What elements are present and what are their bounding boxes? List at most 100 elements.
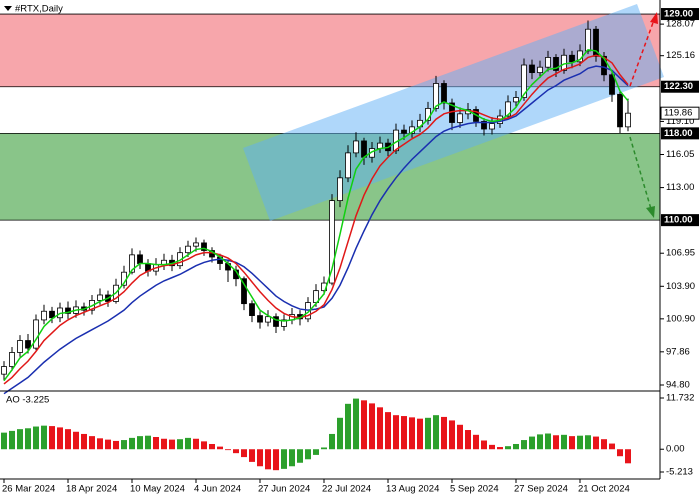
candle-body	[41, 310, 47, 321]
ao-bar	[145, 435, 151, 450]
ao-bar	[393, 415, 399, 450]
moving-average	[3, 49, 629, 382]
ao-bar	[201, 441, 207, 450]
ao-bar	[553, 435, 559, 450]
ao-bar	[105, 439, 111, 450]
candle-body	[97, 294, 103, 301]
ao-bar	[49, 426, 55, 450]
ao-bar	[481, 440, 487, 450]
candle-body	[457, 113, 463, 123]
ao-bar	[33, 426, 39, 450]
ao-bar	[457, 424, 463, 450]
ao-bar	[433, 415, 439, 450]
y-tick-label: 0.00	[666, 444, 685, 455]
y-tick-label: 11.732	[666, 393, 694, 404]
ao-bar	[617, 449, 623, 457]
ao-bar	[497, 447, 503, 450]
ao-bar	[209, 443, 215, 450]
candle-body	[337, 177, 343, 202]
candle-body	[513, 97, 519, 103]
candle-body	[553, 57, 559, 71]
y-tick-label: 106.95	[666, 248, 695, 259]
ao-bar	[9, 430, 15, 450]
ao-bar	[177, 439, 183, 450]
candle-body	[545, 57, 551, 68]
marks	[1, 20, 631, 471]
moving-average	[3, 54, 629, 385]
candle-body	[617, 93, 623, 128]
candle-body	[625, 112, 631, 128]
ao-bar	[537, 434, 543, 450]
x-tick-label: 4 Jun 2024	[194, 484, 241, 495]
y-tick-label: 97.86	[666, 346, 690, 357]
candle-body	[585, 28, 591, 52]
ao-bar	[473, 434, 479, 450]
ao-bar	[121, 440, 127, 450]
ao-bar	[609, 443, 615, 450]
candle-body	[33, 319, 39, 349]
ao-bar	[545, 433, 551, 450]
x-tick-label: 5 Sep 2024	[450, 484, 499, 495]
ao-bar	[625, 449, 631, 464]
ao-bar	[25, 428, 31, 450]
ao-bar	[417, 418, 423, 450]
candle-body	[537, 66, 543, 74]
ao-bar	[137, 436, 143, 450]
ao-bar	[1, 432, 7, 450]
ao-bar	[169, 439, 175, 450]
ao-bar	[73, 431, 79, 450]
ao-bar	[465, 430, 471, 450]
y-tick-label: 100.90	[666, 313, 695, 324]
ao-bar	[185, 437, 191, 450]
ao-bar	[361, 400, 367, 450]
ao-bar	[193, 438, 199, 450]
title-marker	[4, 6, 12, 11]
ao-bar	[385, 412, 391, 450]
ao-bar	[89, 436, 95, 450]
ao-bar	[441, 416, 447, 450]
y-tick-label: 125.16	[666, 50, 695, 61]
y-tick-label: 119.10	[666, 116, 694, 127]
candle-body	[249, 303, 255, 316]
ao-bar	[345, 403, 351, 450]
ao-bar	[289, 449, 295, 467]
candle-body	[441, 83, 447, 104]
ao-bar	[409, 417, 415, 450]
y-tick-label: -5.213	[666, 467, 693, 478]
ao-bar	[425, 417, 431, 450]
candle-body	[1, 366, 7, 375]
level-label: 129.00	[664, 9, 693, 20]
candle-body	[361, 140, 367, 158]
level-box	[661, 80, 699, 93]
down-arrow	[629, 136, 652, 210]
candle-body	[17, 340, 23, 353]
candle-body	[265, 316, 271, 323]
candle-body	[569, 54, 575, 63]
y-tick-label: 113.00	[666, 182, 694, 193]
ao-bar	[353, 398, 359, 450]
ao-bar	[577, 435, 583, 450]
candle-body	[609, 74, 615, 95]
ao-bar	[449, 420, 455, 450]
candle-body	[257, 315, 263, 323]
chart-title: #RTX,Daily	[15, 4, 63, 15]
candle-body	[65, 307, 71, 314]
ao-bar	[513, 443, 519, 450]
candle-body	[329, 200, 335, 284]
ao-bar	[273, 449, 279, 471]
moving-average	[3, 65, 629, 395]
up-arrow-head	[650, 12, 658, 24]
axis: 128.07 125.16 119.10 116.05 113.00 106.95 103.…	[2, 8, 700, 495]
ao-bar	[489, 444, 495, 450]
candle-body	[193, 242, 199, 247]
candle-body	[241, 278, 247, 305]
level-label: 118.00	[664, 128, 693, 139]
candle-body	[273, 316, 279, 327]
ao-bar	[153, 437, 159, 450]
ao-bar	[233, 449, 239, 454]
ao-bar	[81, 433, 87, 450]
ao-bar	[249, 449, 255, 462]
up-arrow	[629, 19, 655, 87]
